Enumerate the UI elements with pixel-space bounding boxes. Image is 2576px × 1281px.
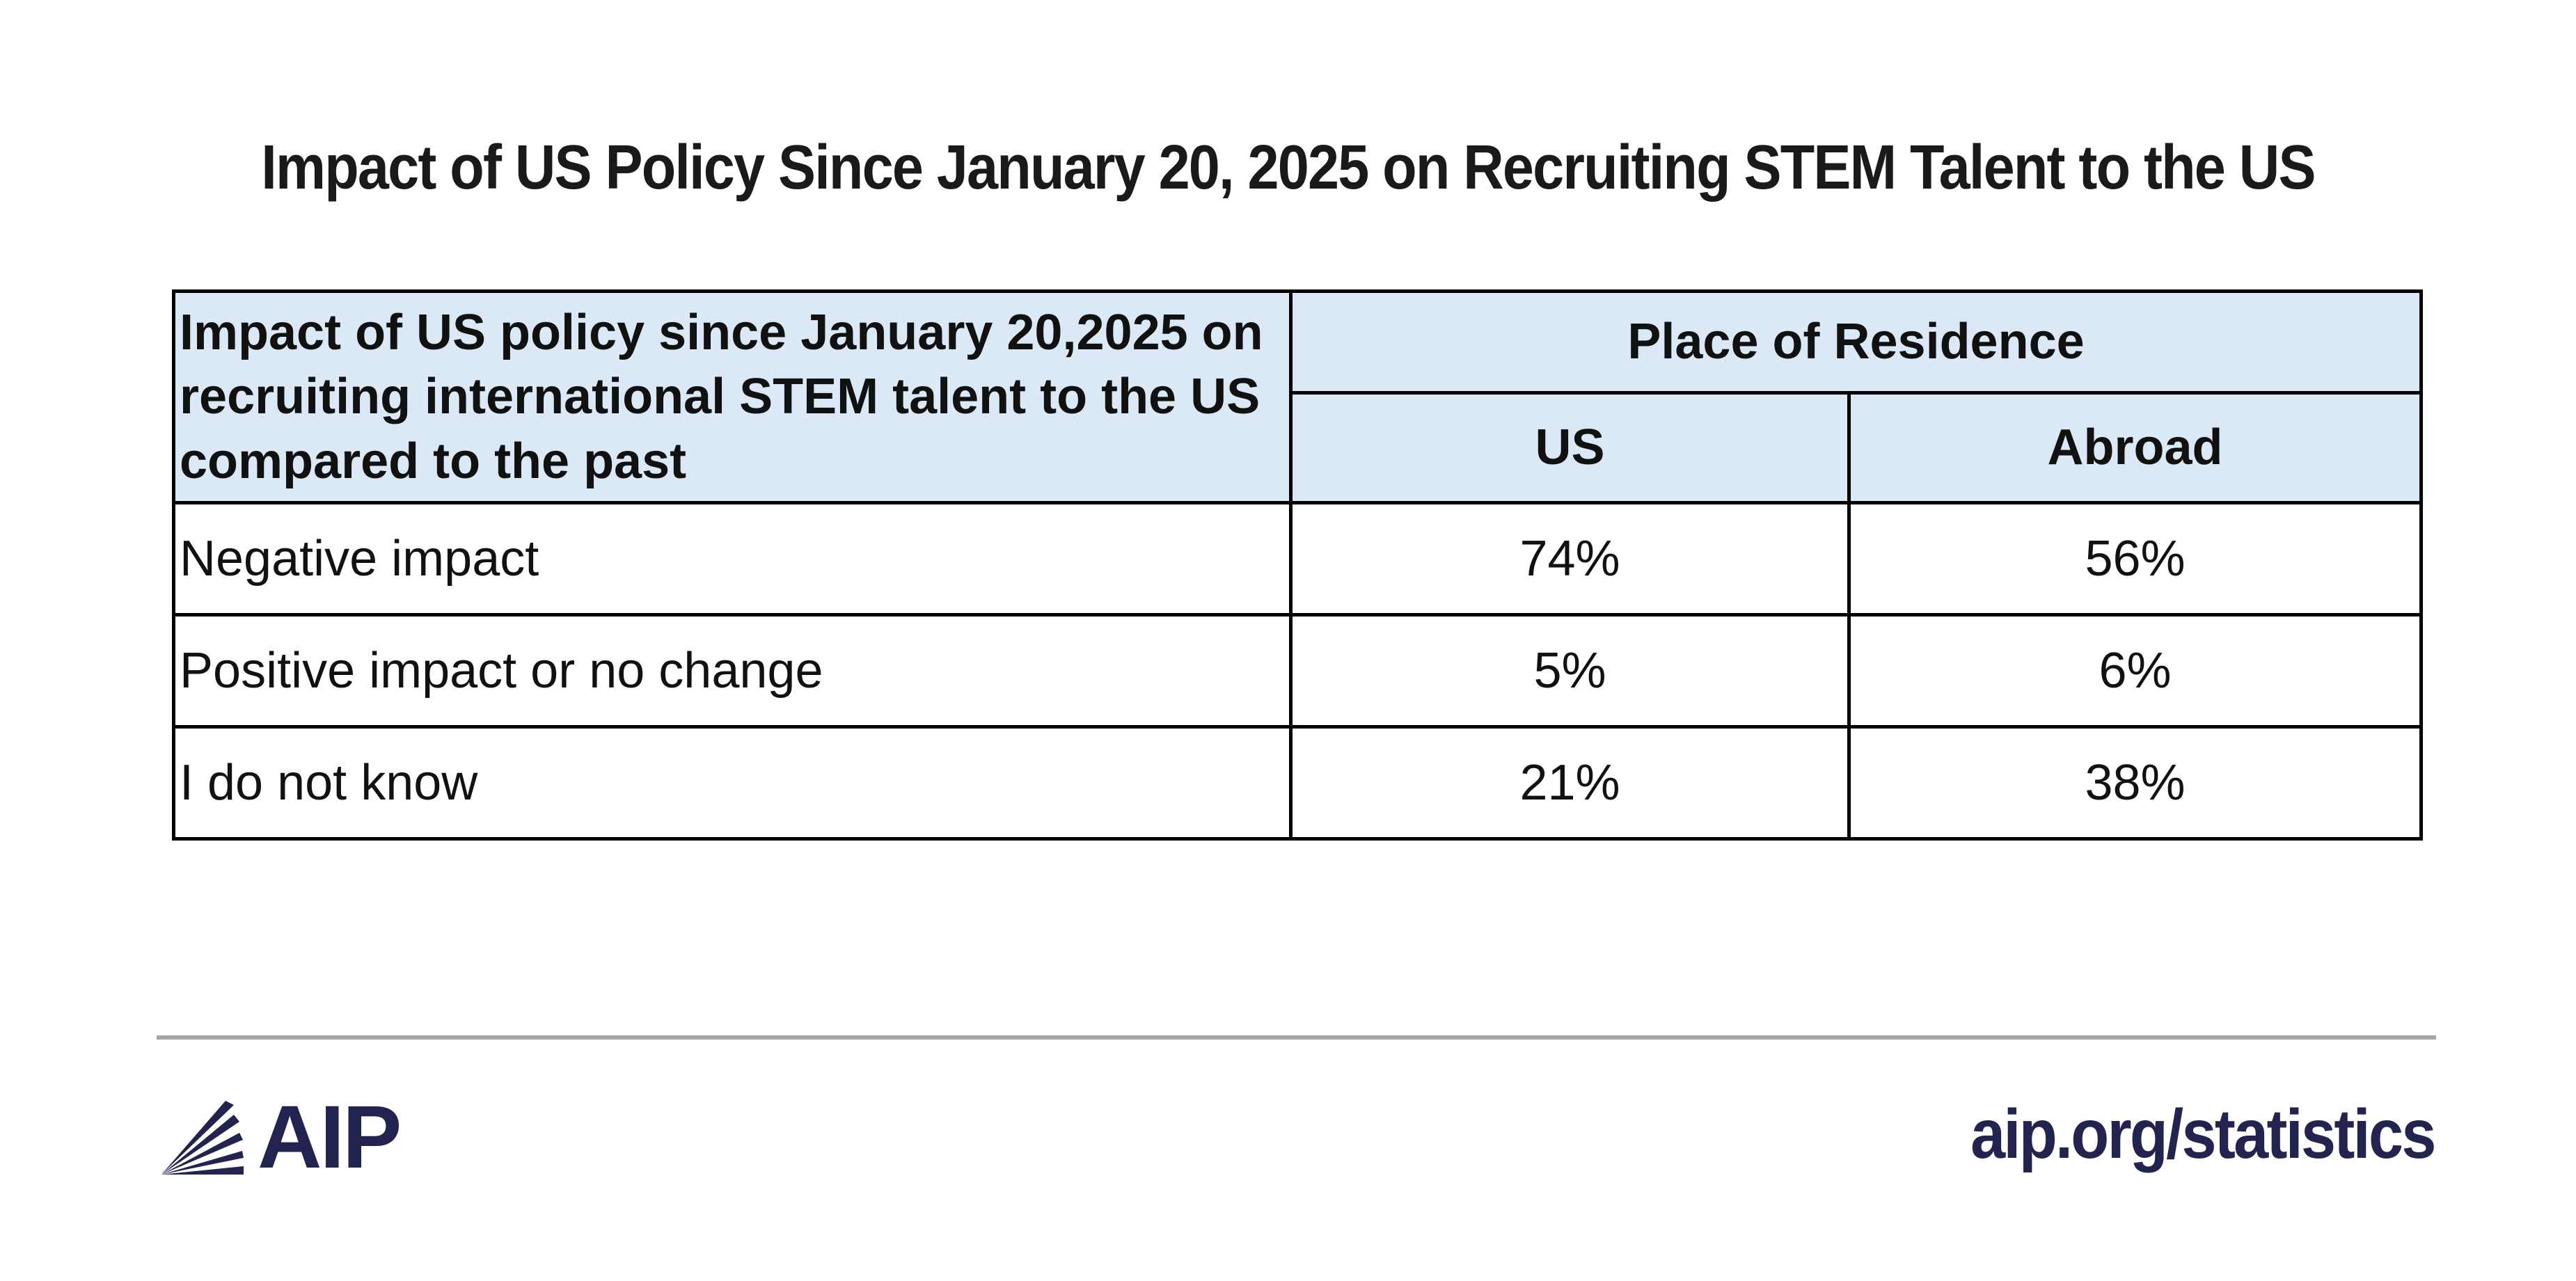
row-label: Negative impact (172, 501, 1293, 616)
value-cell: 6% (1847, 613, 2424, 729)
value-cell: 5% (1289, 613, 1851, 729)
data-table: Impact of US policy since January 20,202… (172, 289, 2424, 841)
table-row: I do not know 21% 38% (172, 725, 2424, 841)
aip-logo[interactable]: AIP (161, 1088, 402, 1187)
footer-divider (157, 1035, 2436, 1040)
table-row: Positive impact or no change 5% 6% (172, 613, 2424, 729)
row-label: I do not know (172, 725, 1293, 841)
table-row: Negative impact 74% 56% (172, 501, 2424, 616)
value-cell: 74% (1289, 501, 1851, 616)
value-cell: 56% (1847, 501, 2424, 616)
logo-text: AIP (258, 1088, 402, 1187)
column-header-abroad: Abroad (1847, 391, 2424, 504)
value-cell: 38% (1847, 725, 2424, 841)
aip-rays-icon (161, 1099, 245, 1176)
chart-title: Impact of US Policy Since January 20, 20… (261, 133, 2316, 202)
row-label: Positive impact or no change (172, 613, 1293, 729)
statistics-link[interactable]: aip.org/statistics (1970, 1095, 2436, 1173)
column-header-us: US (1289, 391, 1851, 504)
row-header-question: Impact of US policy since January 20,202… (172, 289, 1293, 504)
value-cell: 21% (1289, 725, 1851, 841)
column-group-header: Place of Residence (1288, 289, 2424, 395)
